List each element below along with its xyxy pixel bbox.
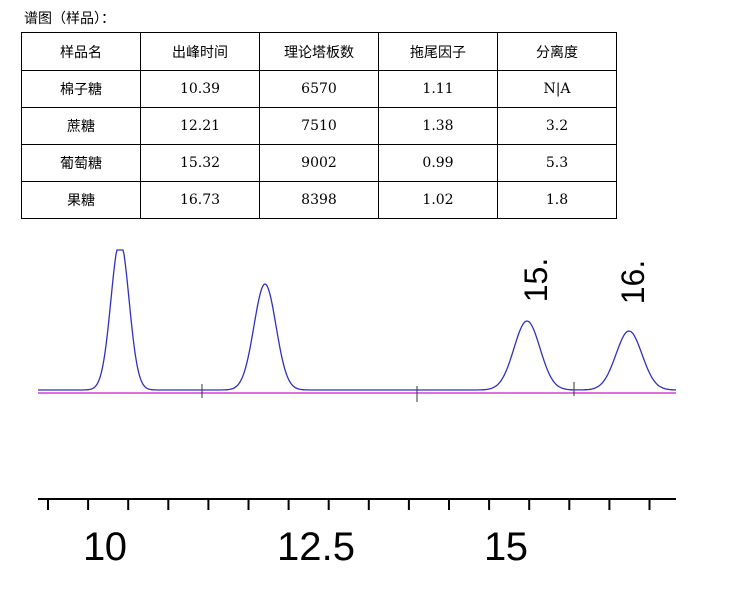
peak-label: 16. bbox=[615, 260, 651, 304]
table-cell: 15.32 bbox=[140, 144, 260, 182]
table-cell: 5.3 bbox=[497, 144, 617, 182]
table-cell: 6570 bbox=[259, 70, 379, 108]
header-row: 样品名 出峰时间 理论塔板数 拖尾因子 分离度 bbox=[21, 32, 617, 71]
table-cell: 1.02 bbox=[378, 181, 498, 219]
table-body: 棉子糖 10.39 6570 1.11 N|A 蔗糖 12.21 7510 1.38 3.2 葡萄糖… bbox=[21, 70, 617, 219]
axis-label: 10 bbox=[83, 525, 127, 569]
table-cell: 10.39 bbox=[140, 70, 260, 108]
table-cell: 果糖 bbox=[21, 181, 141, 219]
axis-label: 15 bbox=[484, 525, 528, 569]
table-row: 葡萄糖 15.32 9002 0.99 5.3 bbox=[21, 144, 617, 182]
result-table: 样品名 出峰时间 理论塔板数 拖尾因子 分离度 棉子糖 10.39 6570 1.11 N|A 蔗… bbox=[21, 32, 617, 219]
header-cell: 出峰时间 bbox=[140, 32, 260, 71]
chromatogram-plot: 15. 16. 10 12.5 15 bbox=[38, 249, 676, 569]
caption: 谱图（样品）： bbox=[24, 11, 115, 27]
axis-label: 12.5 bbox=[277, 525, 355, 569]
table-cell: N|A bbox=[497, 70, 617, 108]
table-row: 果糖 16.73 8398 1.02 1.8 bbox=[21, 181, 617, 219]
table-cell: 1.38 bbox=[378, 107, 498, 145]
table-cell: 葡萄糖 bbox=[21, 144, 141, 182]
table-cell: 0.99 bbox=[378, 144, 498, 182]
trace bbox=[38, 249, 676, 391]
header-cell: 分离度 bbox=[497, 32, 617, 71]
header-cell: 拖尾因子 bbox=[378, 32, 498, 71]
table-cell: 蔗糖 bbox=[21, 107, 141, 145]
table-cell: 8398 bbox=[259, 181, 379, 219]
table-cell: 1.8 bbox=[497, 181, 617, 219]
header-cell: 理论塔板数 bbox=[259, 32, 379, 71]
table-cell: 16.73 bbox=[140, 181, 260, 219]
table-cell: 12.21 bbox=[140, 107, 260, 145]
peak-label: 15. bbox=[518, 258, 554, 302]
header-cell: 样品名 bbox=[21, 32, 141, 71]
